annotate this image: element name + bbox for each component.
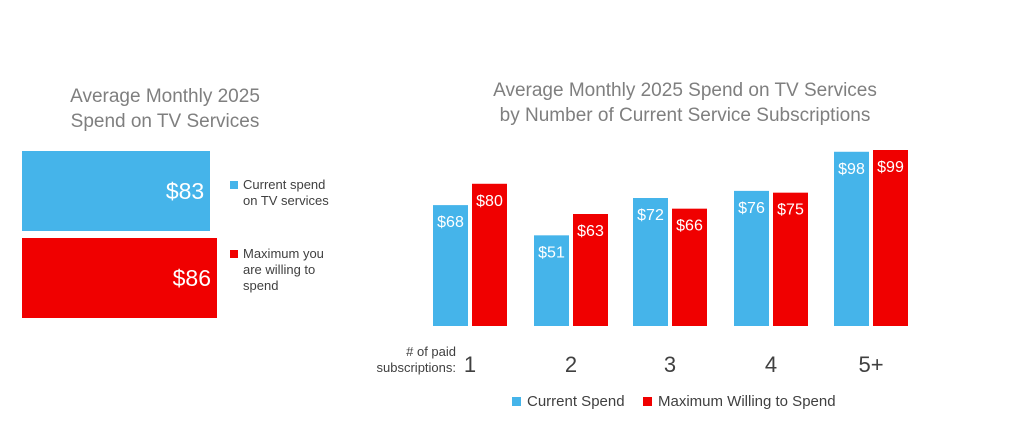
data-label-max-2: $63 xyxy=(577,223,604,240)
bottom-legend-current: Current Spend xyxy=(512,393,625,410)
legend-current-spend: Current spend on TV services xyxy=(230,177,329,209)
legend-current-text: Current spend on TV services xyxy=(243,177,329,208)
bottom-legend-current-swatch xyxy=(512,397,521,406)
legend-max-text: Maximum you are willing to spend xyxy=(243,246,324,293)
bottom-legend-current-text: Current Spend xyxy=(527,393,625,410)
legend-current-swatch xyxy=(230,181,238,189)
bar-max-1 xyxy=(472,183,507,326)
bar-max-4 xyxy=(773,192,808,326)
bar-max-5+ xyxy=(873,150,908,326)
data-label-max-3: $66 xyxy=(676,218,703,235)
bar-max-2 xyxy=(573,214,608,326)
data-label-max-4: $75 xyxy=(777,202,804,219)
bottom-legend-max: Maximum Willing to Spend xyxy=(643,393,836,410)
left-chart-title: Average Monthly 2025 Spend on TV Service… xyxy=(70,86,260,132)
right-chart-title: Average Monthly 2025 Spend on TV Service… xyxy=(493,80,877,126)
data-label-current-3: $72 xyxy=(637,207,664,224)
data-label-current-4: $76 xyxy=(738,200,765,217)
category-label-5+: 5+ xyxy=(858,352,883,377)
bar-max-3 xyxy=(672,208,707,326)
bar-max-willing-label: $86 xyxy=(172,264,211,291)
category-label-4: 4 xyxy=(765,352,777,377)
bottom-legend-max-swatch xyxy=(643,397,652,406)
bar-current-2 xyxy=(534,235,569,326)
bar-current-3 xyxy=(633,198,668,326)
category-label-2: 2 xyxy=(565,352,577,377)
data-label-current-2: $51 xyxy=(538,244,565,261)
data-label-max-5+: $99 xyxy=(877,159,904,176)
category-label-1: 1 xyxy=(464,352,476,377)
bar-max-willing: $86 xyxy=(22,238,217,318)
data-label-max-1: $80 xyxy=(476,193,503,210)
legend-max-swatch xyxy=(230,250,238,258)
x-axis-label: # of paid subscriptions: xyxy=(376,344,456,375)
bar-current-spend: $83 xyxy=(22,151,211,231)
bar-current-4 xyxy=(734,190,769,326)
bar-current-1 xyxy=(433,205,468,326)
bar-current-5+ xyxy=(834,151,869,326)
bottom-legend-max-text: Maximum Willing to Spend xyxy=(658,393,836,410)
bar-current-spend-label: $83 xyxy=(165,177,205,204)
category-label-3: 3 xyxy=(664,352,676,377)
data-label-current-1: $68 xyxy=(437,214,464,231)
legend-max-willing: Maximum you are willing to spend xyxy=(230,246,324,294)
data-label-current-5+: $98 xyxy=(838,161,865,178)
